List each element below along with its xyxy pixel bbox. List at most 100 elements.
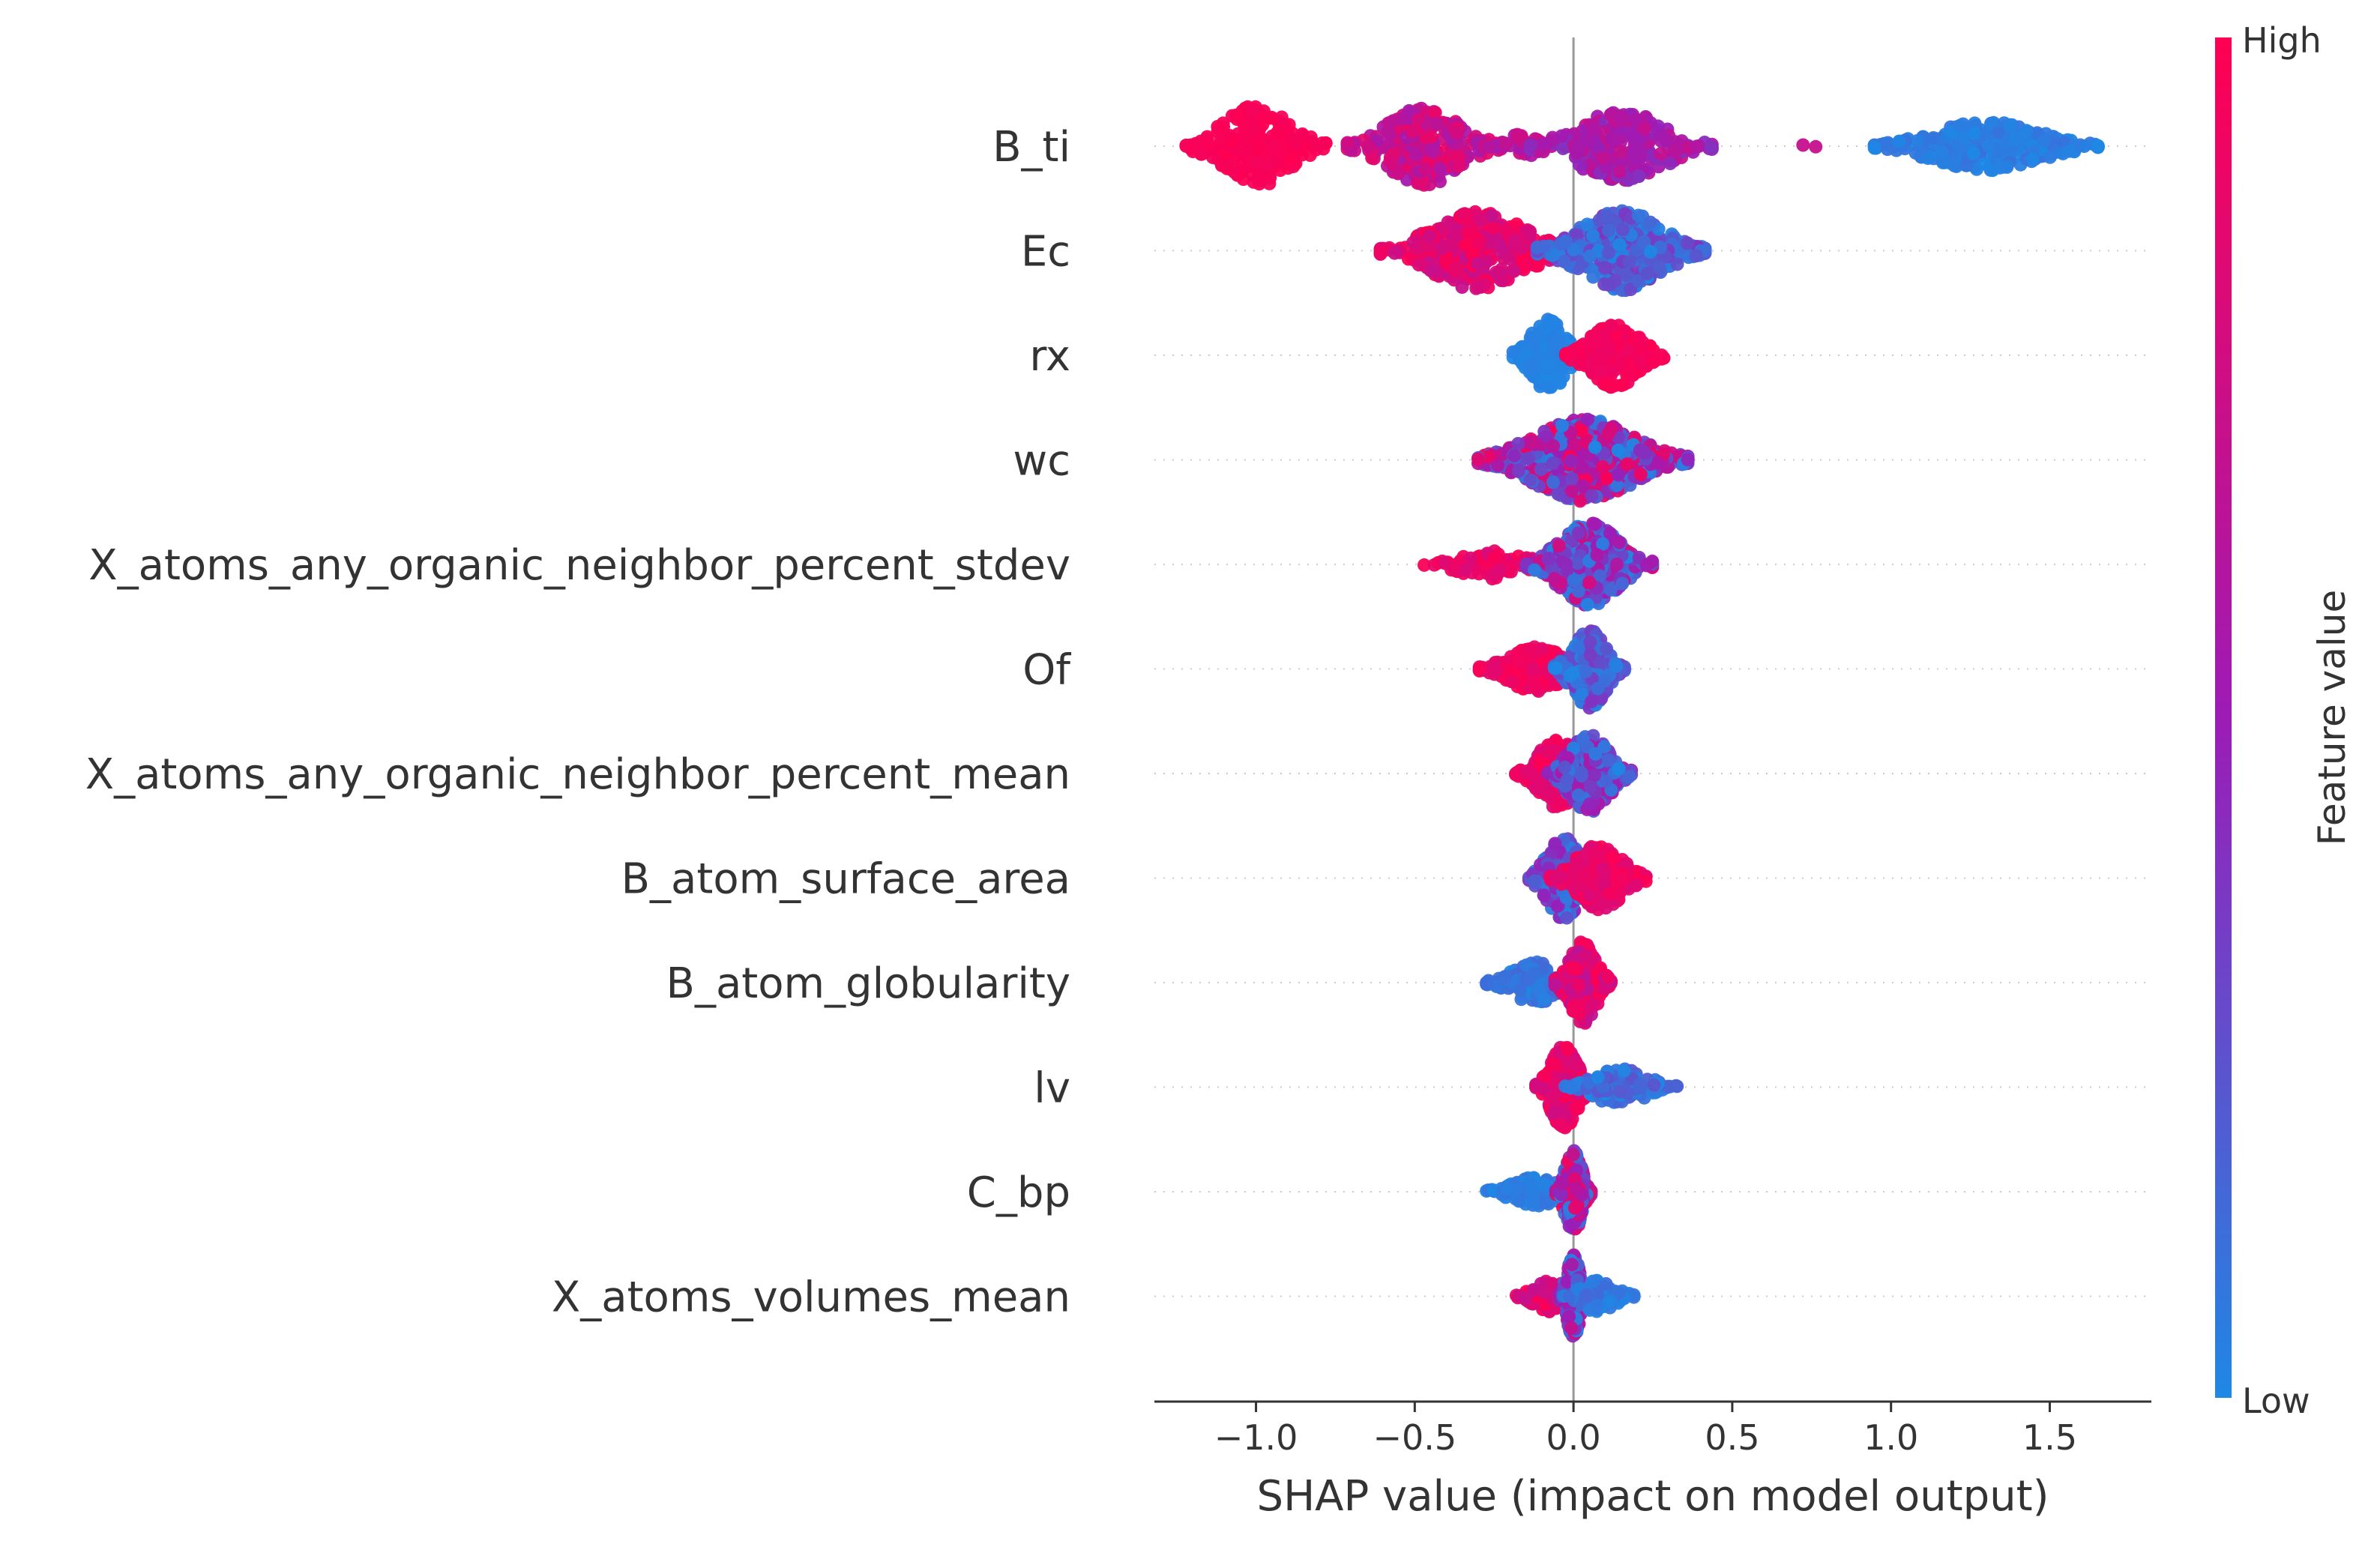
- shap-point: [1447, 560, 1462, 574]
- shap-point: [1438, 253, 1453, 268]
- shap-point: [1579, 948, 1594, 962]
- shap-point: [1480, 977, 1494, 992]
- shap-point: [1619, 268, 1633, 283]
- shap-point: [1433, 162, 1447, 176]
- shap-point: [1586, 229, 1600, 243]
- shap-point: [1572, 640, 1586, 654]
- shap-point: [1953, 118, 1967, 133]
- shap-point: [1637, 121, 1651, 135]
- shap-point: [1551, 371, 1565, 385]
- shap-point: [1602, 753, 1616, 768]
- shap-point: [2037, 133, 2051, 148]
- shap-point: [1511, 437, 1525, 450]
- shap-point: [1588, 768, 1602, 782]
- shap-point: [1263, 111, 1277, 125]
- shap-point: [1590, 548, 1604, 562]
- shap-point: [1546, 475, 1560, 489]
- shap-point: [1252, 174, 1266, 188]
- shap-point: [1552, 538, 1566, 552]
- shap-point: [1247, 104, 1262, 118]
- shap-point: [1560, 911, 1574, 925]
- row-gridlines: [1154, 145, 2151, 1297]
- shap-point: [1637, 235, 1651, 249]
- shap-point: [1491, 459, 1505, 472]
- shap-point: [1600, 471, 1614, 486]
- shap-point: [1579, 664, 1593, 678]
- shap-point: [1522, 451, 1535, 465]
- shap-point: [1582, 797, 1597, 811]
- shap-point: [1385, 156, 1399, 170]
- shap-point: [1498, 136, 1513, 151]
- shap-point: [1340, 136, 1355, 150]
- shap-point: [1576, 869, 1590, 883]
- shap-point: [1555, 418, 1569, 432]
- shap-point: [1471, 280, 1485, 294]
- shap-point: [1554, 869, 1568, 884]
- shap-point: [1411, 112, 1425, 126]
- shap-point: [1549, 661, 1563, 675]
- shap-point: [1582, 134, 1596, 148]
- shap-point: [1556, 142, 1570, 155]
- shap-point: [1271, 123, 1286, 137]
- shap-point: [1463, 551, 1477, 565]
- shap-point: [1248, 154, 1262, 169]
- shap-point: [1597, 740, 1612, 754]
- shap-point: [1570, 146, 1584, 160]
- shap-point: [1603, 583, 1618, 597]
- shap-point: [1601, 278, 1615, 292]
- shap-point: [1583, 635, 1597, 649]
- shap-point: [1206, 151, 1220, 164]
- shap-point: [1607, 851, 1621, 865]
- shap-point: [1601, 223, 1615, 238]
- shap-point: [1566, 666, 1580, 680]
- shap-point: [1621, 770, 1636, 784]
- shap-point: [1542, 551, 1556, 565]
- shap-point: [1587, 998, 1601, 1013]
- shap-point: [1991, 126, 2005, 140]
- shap-point: [1615, 110, 1630, 124]
- shap-point: [1494, 274, 1508, 287]
- shap-point: [1938, 155, 1952, 169]
- shap-point: [1528, 679, 1543, 693]
- shap-point: [1580, 597, 1594, 612]
- shap-point: [1260, 145, 1274, 160]
- shap-point: [1259, 157, 1273, 172]
- shap-point: [1546, 456, 1560, 471]
- shap-point: [1615, 576, 1630, 591]
- shap-point: [1583, 249, 1597, 263]
- shap-point: [1537, 992, 1551, 1007]
- shap-point: [1543, 316, 1558, 330]
- shap-point: [1484, 209, 1498, 223]
- shap-point: [1981, 139, 1995, 152]
- shap-point: [1599, 378, 1613, 392]
- shap-point: [1537, 239, 1551, 253]
- shap-point: [1274, 146, 1289, 160]
- shap-point: [1598, 674, 1612, 687]
- shap-point: [2062, 144, 2076, 158]
- shap-point: [1246, 123, 1260, 137]
- shap-point: [1507, 449, 1522, 463]
- shap-point: [1487, 660, 1501, 674]
- shap-point: [1386, 114, 1400, 128]
- shap-point: [1428, 106, 1442, 120]
- shap-point: [1614, 145, 1628, 158]
- shap-point: [1636, 341, 1650, 355]
- shap-point: [1580, 217, 1594, 232]
- shap-point: [2043, 150, 2057, 164]
- shap-point: [1520, 224, 1534, 238]
- shap-point: [1288, 138, 1302, 152]
- shap-point: [1489, 980, 1504, 993]
- shap-point: [1528, 874, 1542, 888]
- shap-point: [1597, 867, 1612, 881]
- shap-point: [1474, 213, 1488, 227]
- shap-point: [1458, 563, 1472, 577]
- shap-point: [1629, 878, 1643, 893]
- shap-point: [1534, 462, 1548, 477]
- shap-point: [1582, 576, 1597, 590]
- shap-point: [1629, 112, 1643, 127]
- shap-point: [1602, 887, 1616, 900]
- shap-point: [1575, 687, 1588, 701]
- shap-point: [1472, 662, 1486, 676]
- shap-point: [1536, 956, 1549, 971]
- shap-point: [1315, 136, 1329, 150]
